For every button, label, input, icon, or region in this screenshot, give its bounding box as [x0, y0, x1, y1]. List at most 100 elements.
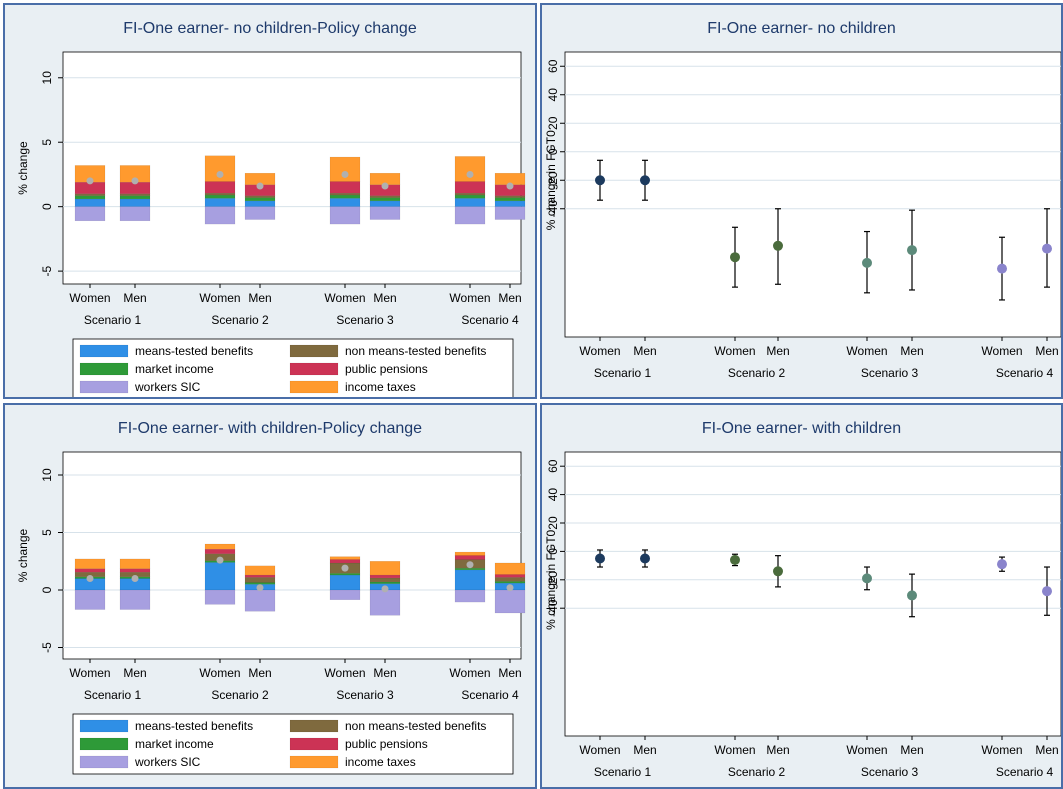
bar-segment	[244, 577, 276, 583]
y-tick-label: 60	[546, 59, 560, 73]
data-point	[730, 252, 740, 263]
bar-segment	[454, 206, 486, 225]
group-label: Scenario 3	[861, 366, 919, 380]
bar-segment	[369, 195, 401, 198]
legend-label: income taxes	[345, 755, 416, 769]
bar-segment	[329, 574, 361, 591]
y-tick-label: -40	[546, 599, 560, 617]
y-tick-label: 10	[40, 468, 54, 482]
plot-area	[564, 451, 1061, 737]
bar-segment	[329, 573, 361, 576]
x-tick-label: Women	[981, 344, 1022, 358]
legend-swatch	[289, 719, 339, 733]
bar-segment	[369, 577, 401, 583]
bar-segment	[119, 589, 151, 610]
legend-swatch	[289, 380, 339, 394]
group-label: Scenario 1	[594, 366, 652, 380]
bar-segment	[369, 561, 401, 576]
y-tick-label: 60	[546, 459, 560, 473]
y-tick-label: 40	[546, 88, 560, 102]
plot-area	[62, 451, 522, 660]
bar-segment	[369, 574, 401, 579]
bar-segment	[454, 567, 486, 571]
y-tick-label: 0	[40, 586, 54, 593]
legend-swatch	[79, 362, 129, 376]
legend-label: public pensions	[345, 362, 428, 376]
bar-segment	[329, 194, 361, 199]
y-tick-label: -5	[40, 265, 54, 276]
legend-swatch	[79, 737, 129, 751]
x-tick-label: Men	[373, 291, 396, 305]
plot-area	[564, 51, 1061, 338]
y-tick-label: 20	[546, 516, 560, 530]
y-tick-label: 0	[40, 203, 54, 210]
y-axis-label: % change in FGT0	[544, 529, 558, 629]
chart-title: FI-One earner- no children	[707, 20, 896, 37]
bar-segment	[74, 198, 106, 207]
bar-segment	[329, 181, 361, 194]
data-point	[907, 245, 917, 256]
x-tick-label: Women	[846, 743, 887, 757]
legend-swatch	[289, 344, 339, 358]
legend-label: workers SIC	[134, 755, 201, 769]
group-label: Scenario 3	[336, 688, 394, 702]
bar-segment	[244, 197, 276, 202]
bar-segment	[454, 198, 486, 207]
bar-segment	[74, 589, 106, 610]
legend-label: market income	[135, 362, 214, 376]
x-tick-label: Women	[449, 666, 490, 680]
bar-segment	[74, 195, 106, 200]
net-marker	[131, 575, 139, 582]
bar-segment	[494, 589, 526, 614]
data-point	[773, 240, 783, 251]
x-tick-label: Women	[324, 291, 365, 305]
data-point	[595, 553, 605, 564]
bar-segment	[244, 582, 276, 585]
bar-segment	[494, 200, 526, 207]
x-tick-label: Men	[633, 344, 656, 358]
net-marker	[256, 584, 264, 592]
x-tick-label: Men	[633, 743, 656, 757]
bar-segment	[204, 562, 236, 591]
panel-top-left: FI-One earner- no children-Policy change…	[3, 3, 537, 399]
x-tick-label: Men	[766, 344, 789, 358]
bar-segment	[204, 194, 236, 199]
x-tick-label: Men	[248, 291, 271, 305]
bar-segment	[454, 192, 486, 196]
x-tick-label: Men	[498, 291, 521, 305]
x-tick-label: Men	[900, 344, 923, 358]
legend-label: market income	[135, 737, 214, 751]
panel-bottom-left: FI-One earner- with children-Policy chan…	[3, 403, 537, 789]
data-point	[862, 257, 872, 268]
bar-segment	[119, 198, 151, 207]
bar-segment	[244, 565, 276, 576]
net-marker	[216, 556, 224, 564]
data-point	[997, 559, 1007, 570]
group-label: Scenario 4	[996, 366, 1054, 380]
bar-segment	[204, 589, 236, 605]
bar-segment	[369, 589, 401, 616]
x-tick-label: Women	[324, 666, 365, 680]
bar-segment	[119, 558, 151, 569]
data-point	[1042, 586, 1052, 597]
net-marker	[216, 170, 224, 178]
data-point	[640, 175, 650, 186]
y-tick-label: -5	[40, 642, 54, 653]
x-tick-label: Women	[714, 743, 755, 757]
data-point	[907, 590, 917, 601]
data-point	[595, 175, 605, 186]
data-point	[640, 553, 650, 564]
bar-segment	[494, 574, 526, 578]
y-tick-label: -20	[546, 171, 560, 189]
legend-label: workers SIC	[134, 380, 201, 394]
x-tick-label: Men	[498, 666, 521, 680]
x-tick-label: Women	[981, 743, 1022, 757]
legend-label: non means-tested benefits	[345, 344, 486, 358]
bar-segment	[119, 568, 151, 573]
group-label: Scenario 1	[84, 313, 142, 327]
legend-label: non means-tested benefits	[345, 719, 486, 733]
group-label: Scenario 4	[461, 688, 519, 702]
data-point	[730, 554, 740, 565]
x-tick-label: Women	[199, 291, 240, 305]
bar-segment	[74, 568, 106, 573]
